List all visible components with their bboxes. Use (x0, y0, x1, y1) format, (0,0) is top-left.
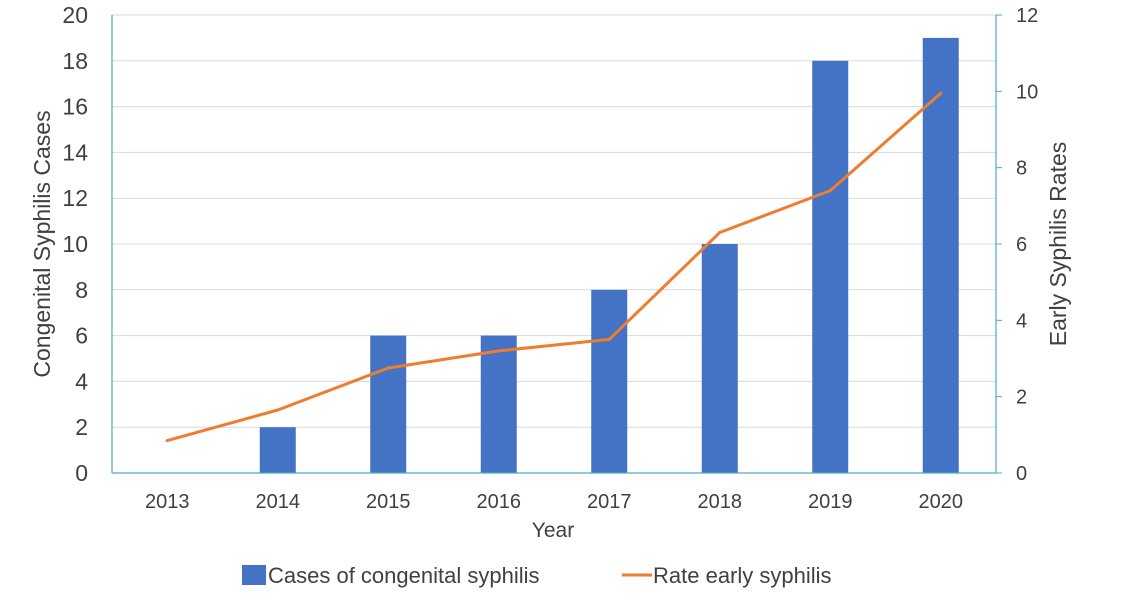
rate-line (165, 91, 943, 443)
y2-tick-label: 0 (1016, 463, 1027, 485)
gridlines (112, 14, 996, 428)
rate-point-2015 (386, 366, 390, 370)
y-axis-title: Congenital Syphilis Cases (29, 110, 55, 377)
legend-swatch-cases (242, 565, 266, 585)
bar-2019 (812, 60, 849, 474)
bar-2014 (259, 427, 296, 473)
tick-labels: 0 2 4 6 8 10 12 14 16 18 20 0 2 4 6 8 10 12 2013 2014 2015 20… (62, 2, 1038, 513)
y2-tick-label: 6 (1016, 234, 1027, 256)
legend: Cases of congenital syphilis Rate early … (242, 563, 832, 588)
y2-tick-label: 2 (1016, 387, 1027, 409)
y-tick-label: 0 (75, 460, 88, 486)
x-tick-label: 2017 (587, 491, 632, 513)
bar-2018 (701, 244, 738, 473)
axes (111, 14, 1002, 474)
bar-2015 (370, 335, 407, 473)
y2-axis-title: Early Syphilis Rates (1045, 142, 1071, 347)
y-tick-label: 10 (62, 231, 88, 257)
y2-tick-label: 8 (1016, 158, 1027, 180)
bar-series (259, 37, 959, 474)
y-tick-label: 6 (75, 323, 88, 349)
rate-point-2016 (497, 349, 501, 353)
y2-tick-label: 10 (1016, 81, 1038, 103)
rate-point-2019 (828, 189, 832, 193)
y-tick-label: 12 (62, 185, 88, 211)
x-tick-label: 2016 (477, 491, 522, 513)
rate-point-2018 (718, 231, 722, 235)
x-tick-label: 2014 (256, 491, 301, 513)
rate-point-2014 (276, 408, 280, 412)
y-tick-label: 8 (75, 277, 88, 303)
legend-label-rate: Rate early syphilis (653, 563, 832, 588)
x-tick-label: 2018 (698, 491, 743, 513)
bar-2016 (480, 335, 517, 473)
bar-2017 (591, 289, 628, 473)
y2-tick-label: 4 (1016, 310, 1027, 332)
rate-point-2020 (939, 91, 943, 95)
rate-point-2013 (165, 439, 169, 443)
x-tick-label: 2013 (145, 491, 190, 513)
y2-tick-label: 12 (1016, 5, 1038, 27)
x-axis-title: Year (532, 519, 574, 542)
y-tick-label: 14 (62, 139, 88, 165)
y-tick-label: 18 (62, 48, 88, 74)
x-tick-label: 2019 (808, 491, 853, 513)
y-tick-label: 16 (62, 94, 88, 120)
y-tick-label: 2 (75, 414, 88, 440)
y-tick-label: 20 (62, 2, 88, 28)
legend-label-cases: Cases of congenital syphilis (268, 563, 539, 588)
bar-2020 (922, 37, 959, 474)
x-tick-label: 2020 (919, 491, 964, 513)
line-series (165, 91, 943, 443)
y-tick-label: 4 (75, 368, 88, 394)
x-tick-label: 2015 (366, 491, 411, 513)
rate-point-2017 (607, 337, 611, 341)
